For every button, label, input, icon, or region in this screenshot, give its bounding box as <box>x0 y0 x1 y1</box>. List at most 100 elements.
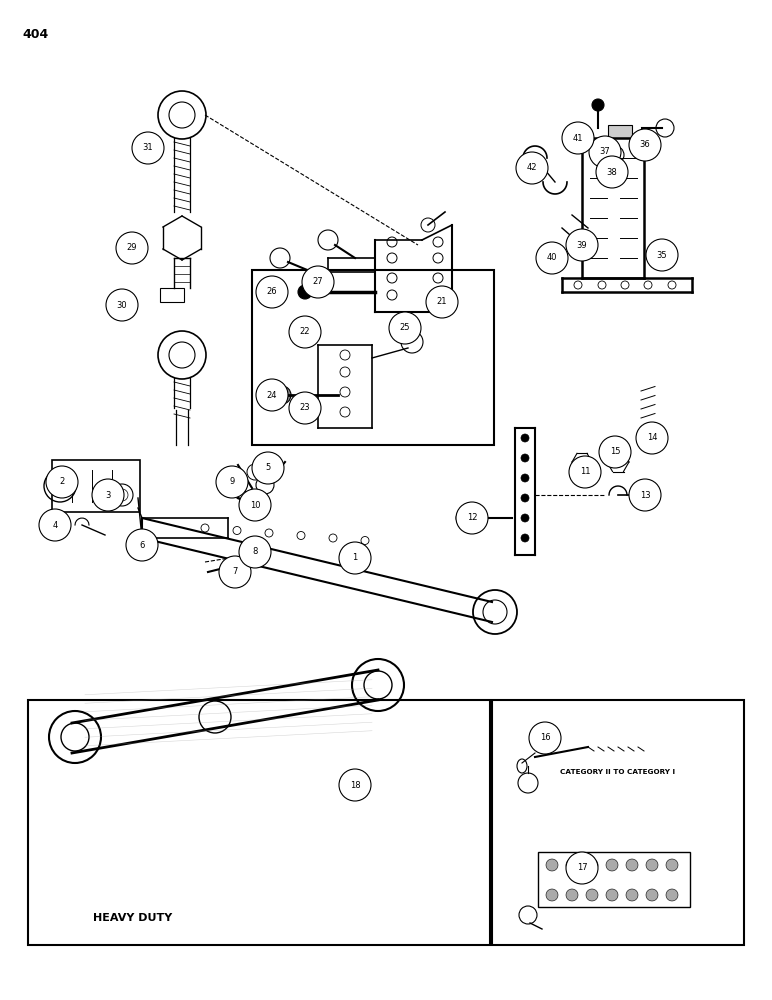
Text: 39: 39 <box>577 240 587 249</box>
Circle shape <box>569 456 601 488</box>
Circle shape <box>626 889 638 901</box>
Circle shape <box>592 99 604 111</box>
Text: 23: 23 <box>300 403 310 412</box>
Text: 24: 24 <box>267 390 277 399</box>
Circle shape <box>596 156 628 188</box>
Circle shape <box>302 266 334 298</box>
Circle shape <box>566 852 598 884</box>
Circle shape <box>298 285 312 299</box>
Text: 26: 26 <box>266 288 277 296</box>
Text: 29: 29 <box>127 243 137 252</box>
Circle shape <box>106 289 138 321</box>
Bar <box>492 700 744 945</box>
Circle shape <box>132 132 164 164</box>
Circle shape <box>562 122 594 154</box>
Circle shape <box>606 859 618 871</box>
Text: 41: 41 <box>573 134 584 143</box>
Circle shape <box>273 386 291 404</box>
Circle shape <box>589 136 621 168</box>
Circle shape <box>646 239 678 271</box>
Circle shape <box>256 276 288 308</box>
Text: 7: 7 <box>232 568 238 576</box>
Text: 25: 25 <box>400 324 410 332</box>
Circle shape <box>666 889 678 901</box>
Text: 31: 31 <box>143 143 154 152</box>
Circle shape <box>116 232 148 264</box>
Circle shape <box>389 312 421 344</box>
Text: 8: 8 <box>252 547 258 556</box>
Text: 38: 38 <box>607 168 618 177</box>
Circle shape <box>521 454 529 462</box>
Text: 36: 36 <box>640 140 650 149</box>
Circle shape <box>586 859 598 871</box>
Circle shape <box>339 542 371 574</box>
Bar <box>608 125 632 138</box>
Text: HEAVY DUTY: HEAVY DUTY <box>93 913 172 923</box>
Circle shape <box>529 722 561 754</box>
Text: 12: 12 <box>467 514 477 522</box>
Circle shape <box>606 889 618 901</box>
Circle shape <box>546 859 558 871</box>
Circle shape <box>39 509 71 541</box>
Text: 5: 5 <box>266 464 271 473</box>
Text: 42: 42 <box>527 163 537 172</box>
Circle shape <box>636 422 668 454</box>
Circle shape <box>426 286 458 318</box>
Bar <box>160 288 184 302</box>
Text: 37: 37 <box>600 147 611 156</box>
Circle shape <box>586 889 598 901</box>
Bar <box>52 460 140 512</box>
Text: 22: 22 <box>300 328 310 336</box>
Circle shape <box>521 514 529 522</box>
Text: 30: 30 <box>117 300 127 310</box>
Circle shape <box>516 152 548 184</box>
Circle shape <box>46 466 78 498</box>
Text: 21: 21 <box>437 298 447 306</box>
Circle shape <box>566 229 598 261</box>
Circle shape <box>126 529 158 561</box>
Text: 2: 2 <box>59 478 65 487</box>
Circle shape <box>566 859 578 871</box>
Bar <box>252 270 494 445</box>
Text: 3: 3 <box>105 490 110 499</box>
Text: CATEGORY II TO CATEGORY I: CATEGORY II TO CATEGORY I <box>560 769 676 775</box>
Circle shape <box>599 436 631 468</box>
Text: 6: 6 <box>139 540 144 550</box>
Circle shape <box>252 452 284 484</box>
Circle shape <box>521 434 529 442</box>
Text: 9: 9 <box>229 478 235 487</box>
Circle shape <box>239 489 271 521</box>
Text: 14: 14 <box>647 434 657 442</box>
Circle shape <box>289 392 321 424</box>
Circle shape <box>666 859 678 871</box>
Circle shape <box>646 859 658 871</box>
Circle shape <box>339 769 371 801</box>
Circle shape <box>646 889 658 901</box>
Bar <box>28 700 490 945</box>
Circle shape <box>566 889 578 901</box>
Circle shape <box>521 474 529 482</box>
Text: 11: 11 <box>580 468 591 477</box>
Text: 13: 13 <box>640 490 650 499</box>
Text: 17: 17 <box>577 863 587 872</box>
Text: 16: 16 <box>540 734 550 742</box>
Text: 18: 18 <box>350 780 361 790</box>
Circle shape <box>216 466 248 498</box>
Circle shape <box>456 512 468 524</box>
Circle shape <box>546 889 558 901</box>
Circle shape <box>92 479 124 511</box>
Circle shape <box>219 556 251 588</box>
Circle shape <box>521 494 529 502</box>
Text: 35: 35 <box>657 250 667 259</box>
Circle shape <box>256 379 288 411</box>
Circle shape <box>626 859 638 871</box>
Text: 4: 4 <box>52 520 58 530</box>
Text: 27: 27 <box>313 277 323 286</box>
Text: 15: 15 <box>610 448 620 456</box>
Circle shape <box>289 316 321 348</box>
Text: 404: 404 <box>22 28 48 41</box>
Circle shape <box>629 479 661 511</box>
Text: 10: 10 <box>250 500 260 510</box>
Text: 40: 40 <box>547 253 557 262</box>
Circle shape <box>536 242 568 274</box>
